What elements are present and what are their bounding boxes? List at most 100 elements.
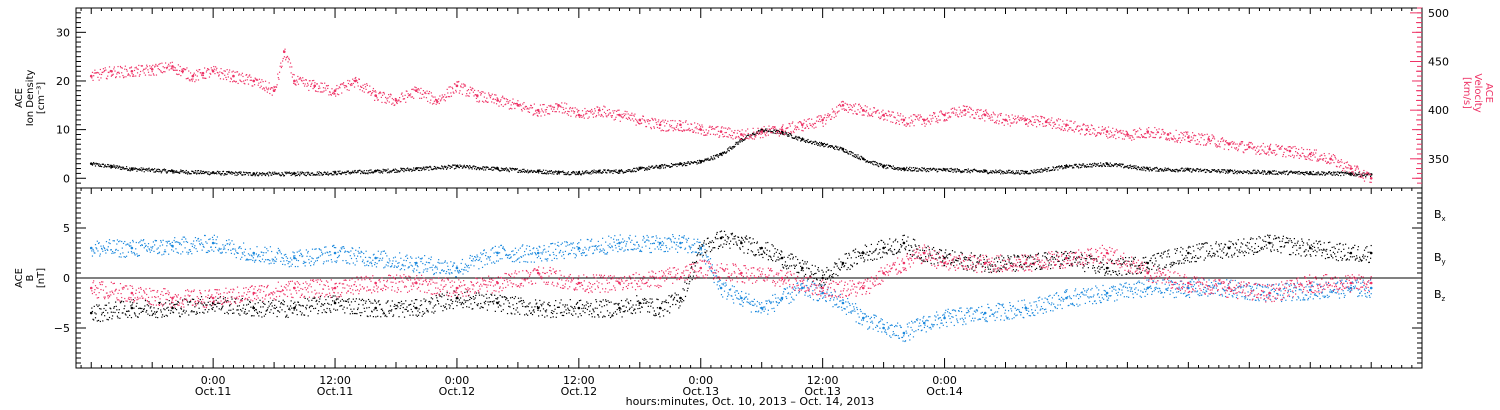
scatter-dot (1078, 129, 1080, 132)
scatter-dot (191, 298, 194, 300)
scatter-dot (635, 124, 637, 126)
scatter-dot (1287, 146, 1289, 148)
scatter-dot (988, 117, 990, 120)
scatter-dot (557, 172, 559, 174)
scatter-dot (443, 166, 445, 168)
scatter-dot (788, 135, 790, 137)
scatter-dot (979, 118, 982, 120)
scatter-dot (898, 167, 900, 169)
scatter-dot (925, 169, 927, 171)
scatter-dot (242, 307, 244, 309)
scatter-dot (336, 84, 338, 87)
scatter-dot (730, 137, 732, 139)
scatter-dot (1283, 170, 1285, 172)
scatter-dot (93, 75, 95, 77)
scatter-dot (1004, 120, 1007, 122)
scatter-dot (1014, 115, 1016, 117)
scatter-dot (562, 170, 564, 172)
scatter-dot (1027, 125, 1029, 127)
scatter-dot (135, 168, 137, 170)
scatter-dot (654, 166, 656, 168)
scatter-dot (1327, 173, 1329, 175)
scatter-dot (1064, 129, 1066, 131)
scatter-dot (452, 91, 454, 93)
scatter-dot (1117, 132, 1119, 134)
scatter-dot (950, 108, 952, 110)
scatter-dot (367, 170, 370, 172)
scatter-dot (690, 161, 692, 163)
scatter-dot (168, 170, 170, 172)
scatter-dot (1326, 162, 1328, 164)
scatter-dot (1244, 149, 1246, 151)
scatter-dot (1247, 144, 1249, 146)
scatter-dot (122, 166, 125, 168)
scatter-dot (559, 171, 561, 173)
scatter-dot (1119, 165, 1121, 167)
scatter-dot (574, 173, 576, 175)
scatter-dot (255, 309, 258, 311)
scatter-dot (715, 126, 717, 129)
scatter-dot (1109, 130, 1111, 132)
scatter-dot (1291, 154, 1294, 156)
scatter-dot (428, 166, 431, 168)
scatter-dot (971, 170, 973, 172)
scatter-dot (245, 313, 247, 315)
data-point (536, 108, 540, 112)
scatter-dot (798, 128, 800, 130)
scatter-dot (144, 299, 147, 302)
scatter-dot (401, 92, 403, 94)
scatter-dot (403, 168, 406, 170)
scatter-dot (330, 93, 332, 96)
scatter-dot (96, 71, 98, 74)
scatter-dot (357, 307, 359, 309)
scatter-dot (196, 311, 198, 313)
scatter-dot (776, 129, 778, 131)
scatter-dot (592, 113, 594, 115)
scatter-dot (390, 171, 392, 173)
scatter-dot (431, 95, 433, 97)
scatter-dot (389, 170, 392, 172)
scatter-dot (907, 169, 909, 172)
scatter-dot (993, 113, 995, 115)
scatter-dot (924, 125, 926, 127)
scatter-dot (1215, 170, 1217, 172)
scatter-dot (456, 81, 458, 83)
scatter-dot (949, 168, 951, 170)
scatter-dot (111, 74, 114, 76)
scatter-dot (1205, 144, 1207, 146)
scatter-dot (775, 129, 777, 131)
scatter-dot (1140, 168, 1142, 170)
scatter-dot (611, 115, 613, 117)
scatter-dot (855, 154, 857, 156)
scatter-dot (546, 106, 548, 108)
scatter-dot (202, 304, 204, 306)
scatter-dot (309, 174, 311, 176)
scatter-dot (790, 135, 793, 137)
scatter-dot (344, 171, 346, 173)
scatter-dot (726, 148, 729, 150)
scatter-dot (1282, 171, 1284, 173)
scatter-dot (363, 299, 365, 302)
scatter-dot (469, 86, 471, 88)
scatter-dot (218, 172, 220, 174)
scatter-dot (104, 67, 106, 69)
scatter-dot (735, 141, 737, 143)
scatter-dot (127, 73, 130, 75)
scatter-dot (613, 119, 615, 121)
scatter-dot (1087, 165, 1089, 168)
scatter-dot (697, 123, 699, 125)
scatter-dot (417, 88, 420, 90)
scatter-dot (1259, 146, 1261, 148)
scatter-dot (153, 171, 155, 173)
scatter-dot (292, 173, 295, 175)
scatter-dot (321, 82, 323, 85)
scatter-dot (937, 168, 940, 170)
scatter-dot (438, 102, 440, 105)
scatter-dot (1218, 143, 1221, 145)
scatter-dot (785, 127, 787, 130)
scatter-dot (926, 168, 928, 170)
scatter-dot (324, 87, 326, 89)
scatter-dot (617, 172, 619, 174)
scatter-dot (1367, 173, 1369, 175)
scatter-dot (678, 120, 681, 122)
